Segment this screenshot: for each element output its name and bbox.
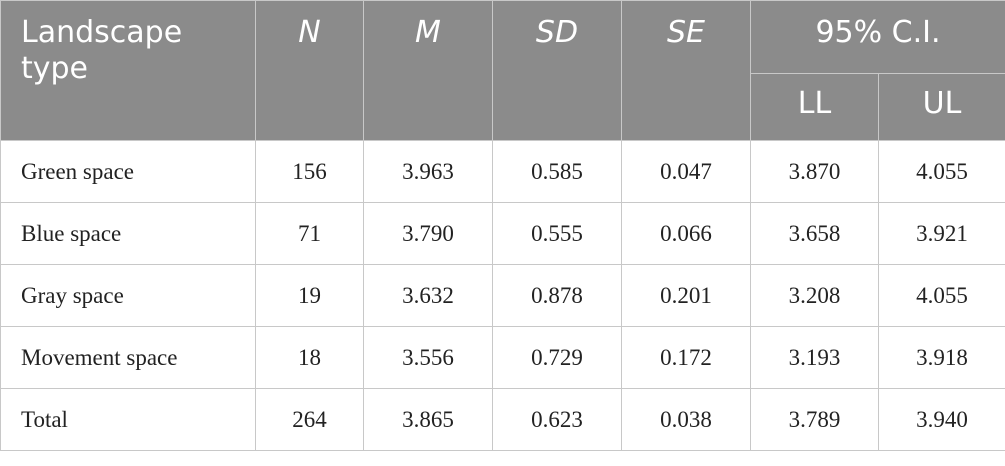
table-cell: 3.918 [878,326,1005,389]
header-cell: M [363,0,493,141]
header-cell: Landscape type [0,0,256,141]
table-cell: 0.038 [621,388,751,451]
table-cell: 3.921 [878,202,1005,265]
header-cell: 95% C.I. [750,0,1005,74]
header-cell: N [255,0,364,141]
table-row: Green space 156 3.963 0.585 0.047 3.870 4.055 [0,140,1005,203]
table-cell: 0.066 [621,202,751,265]
table-cell: 3.789 [750,388,879,451]
table-cell: 71 [255,202,364,265]
table-row: Gray space 19 3.632 0.878 0.201 3.208 4.055 [0,264,1005,327]
table-body: Green space 156 3.963 0.585 0.047 3.870 4.055 B… [0,140,1005,451]
table-row: Total 264 3.865 0.623 0.038 3.789 3.940 [0,388,1005,451]
table-cell: 0.585 [492,140,622,203]
table-cell: 4.055 [878,140,1005,203]
table-cell: 0.172 [621,326,751,389]
table-cell: 3.193 [750,326,879,389]
table-cell: 4.055 [878,264,1005,327]
table-cell: 3.940 [878,388,1005,451]
header-cell: SD [492,0,622,141]
data-table: Landscape type N M SD SE 95% C.I. LL UL … [0,0,1005,451]
table-row: Blue space 71 3.790 0.555 0.066 3.658 3.921 [0,202,1005,265]
table-cell: 18 [255,326,364,389]
table-cell: 0.555 [492,202,622,265]
row-label: Blue space [0,202,256,265]
table-cell: 0.878 [492,264,622,327]
row-label: Gray space [0,264,256,327]
table-cell: 156 [255,140,364,203]
table-cell: 3.963 [363,140,493,203]
table-cell: 3.632 [363,264,493,327]
table-row: Movement space 18 3.556 0.729 0.172 3.193 3.91… [0,326,1005,389]
header-cell: LL [750,73,879,141]
row-label: Green space [0,140,256,203]
table-cell: 3.556 [363,326,493,389]
table-cell: 3.870 [750,140,879,203]
table-cell: 3.790 [363,202,493,265]
table-cell: 0.729 [492,326,622,389]
row-label: Movement space [0,326,256,389]
header-cell: SE [621,0,751,141]
table-cell: 3.658 [750,202,879,265]
header-text: Landscape type [21,15,183,86]
table-cell: 3.208 [750,264,879,327]
table-cell: 0.201 [621,264,751,327]
table-cell: 19 [255,264,364,327]
header-cell: UL [878,73,1005,141]
row-label: Total [0,388,256,451]
table-cell: 0.047 [621,140,751,203]
table-cell: 264 [255,388,364,451]
table-cell: 0.623 [492,388,622,451]
table-cell: 3.865 [363,388,493,451]
